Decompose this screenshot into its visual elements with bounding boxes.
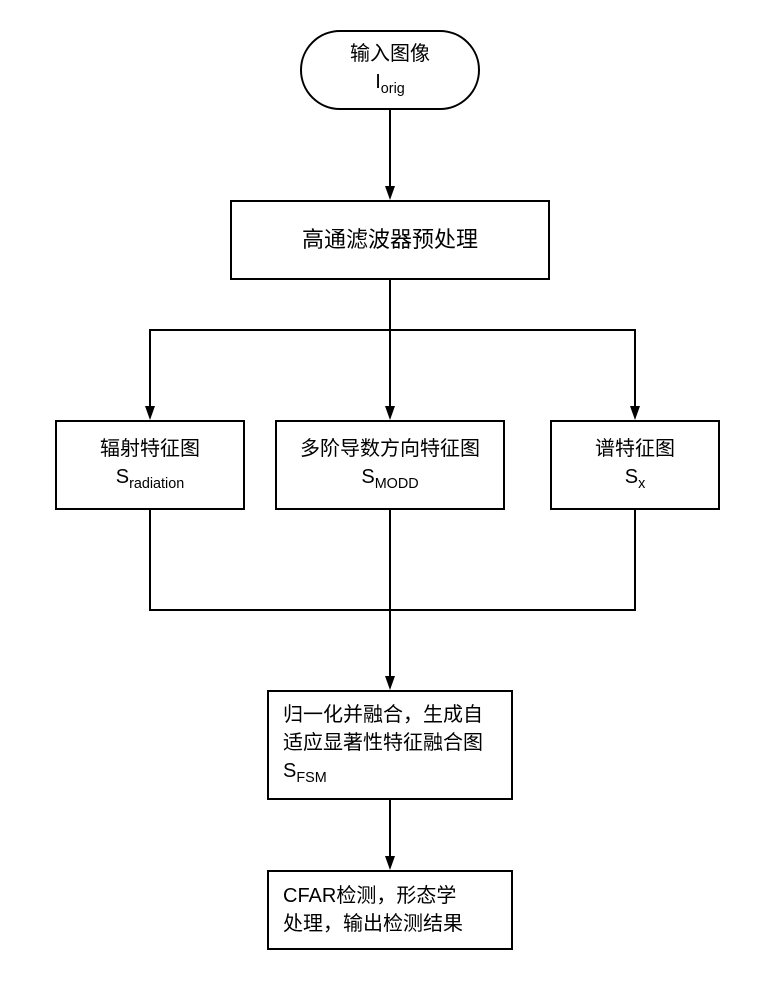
- node-radiation-line2: Sradiation: [116, 463, 185, 494]
- node-fusion-line3: SFSM: [283, 757, 327, 788]
- node-input: 输入图像 Iorig: [300, 30, 480, 110]
- node-output: CFAR检测，形态学 处理，输出检测结果: [267, 870, 513, 950]
- node-input-line2: Iorig: [375, 68, 405, 99]
- node-output-line2: 处理，输出检测结果: [283, 910, 463, 938]
- node-radiation: 辐射特征图 Sradiation: [55, 420, 245, 510]
- node-spectral: 谱特征图 Sx: [550, 420, 720, 510]
- node-modd-line1: 多阶导数方向特征图: [300, 435, 480, 463]
- node-modd: 多阶导数方向特征图 SMODD: [275, 420, 505, 510]
- node-fusion: 归一化并融合，生成自 适应显著性特征融合图 SFSM: [267, 690, 513, 800]
- node-input-line1: 输入图像: [350, 40, 430, 68]
- node-fusion-line2: 适应显著性特征融合图: [283, 729, 483, 757]
- node-preproc: 高通滤波器预处理: [230, 200, 550, 280]
- node-output-line1: CFAR检测，形态学: [283, 882, 456, 910]
- node-modd-line2: SMODD: [361, 463, 418, 494]
- node-radiation-line1: 辐射特征图: [100, 435, 200, 463]
- node-preproc-text: 高通滤波器预处理: [302, 225, 478, 256]
- node-fusion-line1: 归一化并融合，生成自: [283, 701, 483, 729]
- node-spectral-line2: Sx: [625, 463, 646, 494]
- node-spectral-line1: 谱特征图: [595, 435, 675, 463]
